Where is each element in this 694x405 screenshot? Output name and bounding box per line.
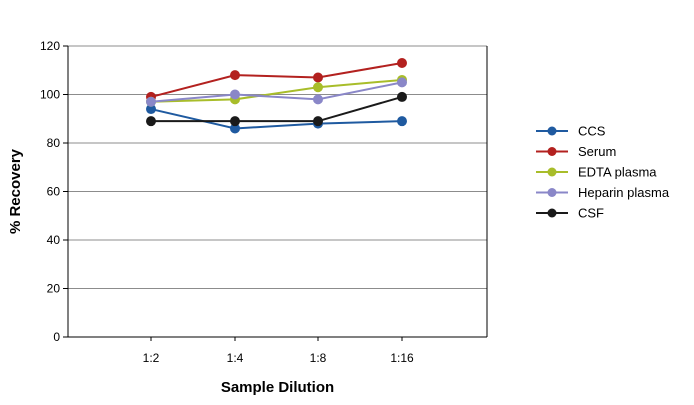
- legend: CCS Serum EDTA plasma Heparin plasma CSF: [536, 124, 670, 221]
- legend-item: CCS: [536, 124, 606, 139]
- legend-item: CSF: [536, 206, 604, 221]
- series-heparin-plasma: [146, 77, 407, 107]
- data-point: [313, 82, 323, 93]
- x-tick-label: 1:16: [390, 351, 414, 365]
- legend-item: EDTA plasma: [536, 165, 657, 180]
- legend-marker: [547, 126, 557, 136]
- legend-label: CCS: [578, 124, 606, 139]
- data-point: [397, 57, 407, 68]
- x-tick-label: 1:2: [143, 351, 160, 365]
- data-point: [230, 89, 240, 100]
- legend-item: Serum: [536, 144, 616, 159]
- legend-label: CSF: [578, 206, 604, 221]
- y-tick-label: 80: [47, 136, 61, 150]
- series-line: [150, 108, 403, 130]
- x-tick-label: 1:8: [310, 351, 327, 365]
- data-point: [313, 116, 323, 127]
- series-csf: [146, 91, 407, 127]
- grid-lines: [68, 45, 487, 289]
- data-point: [313, 94, 323, 105]
- x-tick-labels: 1:2 1:4 1:8 1:16: [143, 351, 414, 365]
- series-ccs: [146, 104, 407, 134]
- legend-marker: [547, 167, 557, 177]
- y-tick-label: 100: [40, 88, 60, 102]
- legend-marker: [547, 208, 557, 218]
- data-point: [146, 96, 156, 107]
- series-edta-plasma: [146, 74, 407, 107]
- y-tick-labels: 0 20 40 60 80 100 120: [40, 39, 60, 344]
- y-tick-label: 40: [47, 233, 61, 247]
- y-axis-title: % Recovery: [7, 148, 24, 234]
- series-line: [151, 95, 403, 123]
- y-tick-label: 60: [47, 185, 61, 199]
- data-point: [230, 70, 240, 81]
- x-axis-title: Sample Dilution: [221, 379, 334, 396]
- data-point: [397, 91, 407, 102]
- legend-marker: [547, 188, 557, 197]
- legend-item: Heparin plasma: [536, 185, 670, 200]
- data-point: [146, 116, 156, 127]
- series-line: [150, 81, 403, 103]
- data-point: [313, 72, 323, 83]
- data-point: [397, 77, 407, 88]
- series-lines: [146, 57, 407, 134]
- legend-label: Serum: [578, 144, 616, 159]
- y-tick-label: 120: [40, 39, 60, 53]
- legend-label: Heparin plasma: [578, 185, 670, 200]
- legend-label: EDTA plasma: [578, 165, 657, 180]
- y-tick-label: 20: [47, 282, 61, 296]
- legend-marker: [547, 147, 557, 156]
- series-line: [150, 78, 403, 103]
- y-tick-label: 0: [53, 330, 60, 344]
- data-point: [230, 116, 240, 127]
- axes: [63, 45, 488, 341]
- series-line: [150, 61, 403, 98]
- data-point: [397, 116, 407, 127]
- x-tick-label: 1:4: [227, 351, 244, 365]
